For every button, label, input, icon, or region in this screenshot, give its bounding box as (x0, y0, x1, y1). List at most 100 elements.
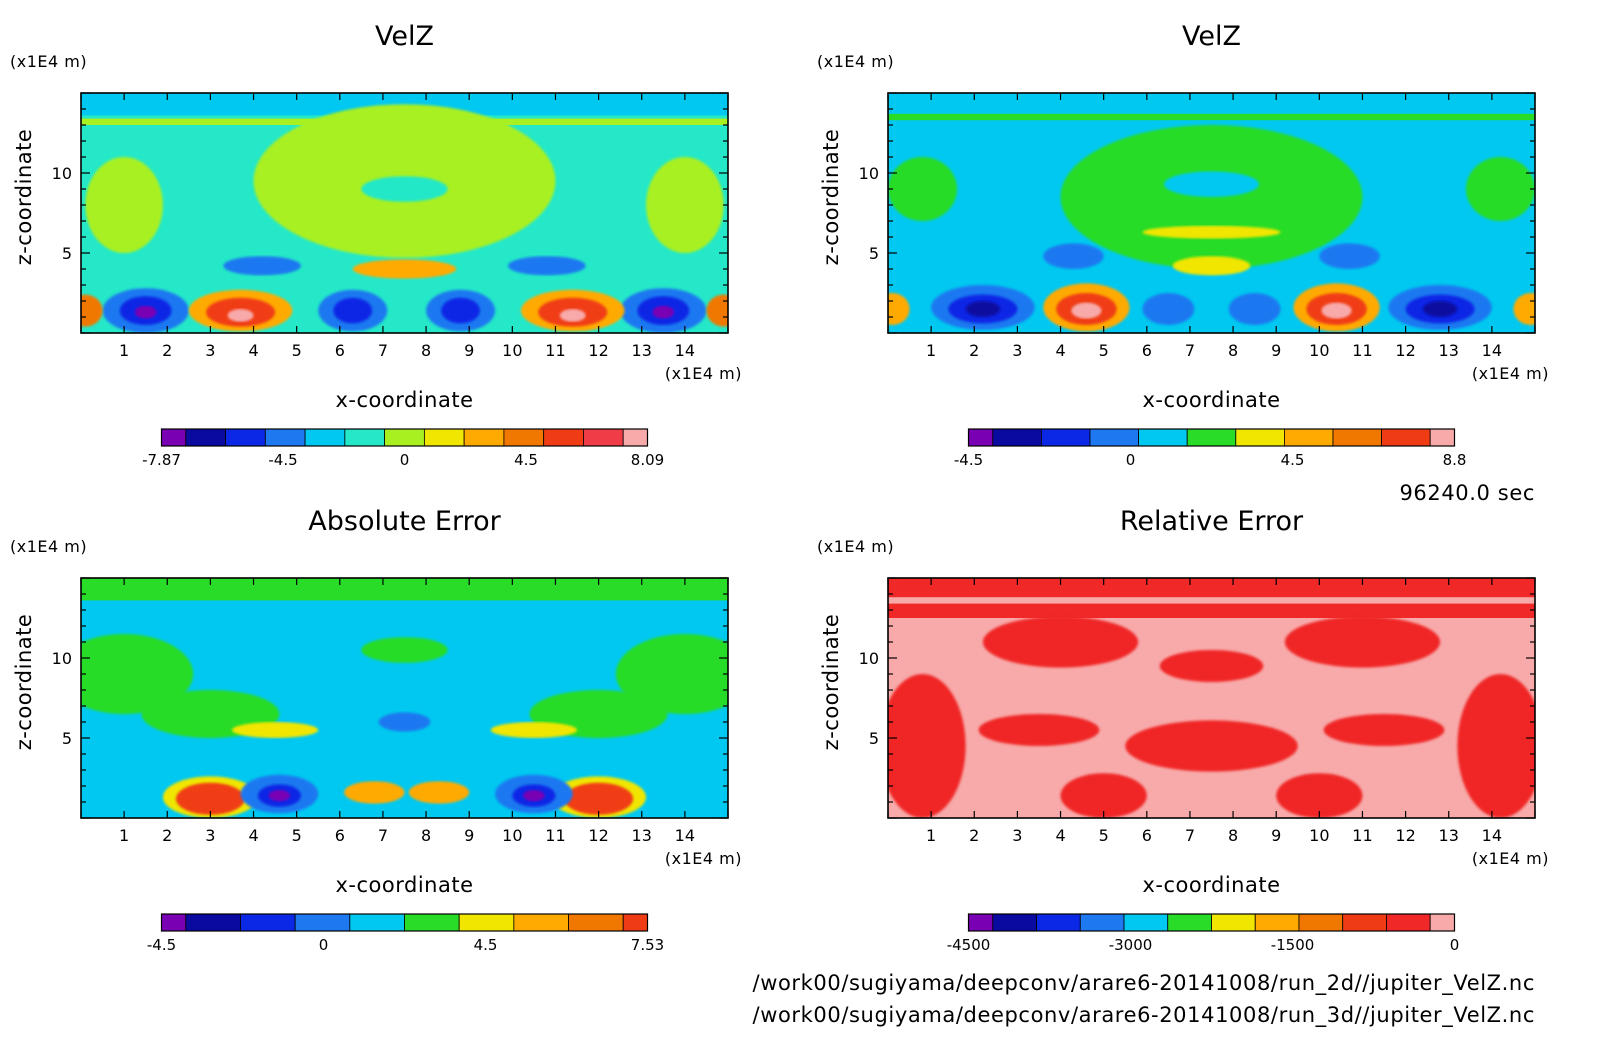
x-tick-label: 3 (205, 826, 215, 845)
x-tick-label: 6 (1142, 826, 1152, 845)
colorbar-swatch (1089, 428, 1139, 447)
x-tick-label: 9 (464, 341, 474, 360)
colorbar-label: -4.5 (954, 451, 983, 469)
x-tick-label: 11 (545, 826, 565, 845)
colorbar-swatch (423, 428, 465, 447)
y-tick-label: 10 (52, 649, 72, 668)
contour-region (1321, 302, 1352, 319)
colorbar-swatch (458, 913, 515, 932)
colorbar-swatch (1284, 428, 1334, 447)
colorbar-label: 0 (1450, 936, 1460, 954)
colorbar-label: -7.87 (142, 451, 181, 469)
x-tick-label: 8 (421, 826, 431, 845)
contour-field (81, 578, 728, 818)
x-tick-label: 13 (1439, 341, 1459, 360)
colorbar-swatch (513, 913, 569, 932)
y-unit-label: (x1E4 m) (10, 537, 87, 556)
contour-region (134, 305, 157, 319)
chart-panel-4: Relative Error(x1E4 m)1 2 3 4 5 6 7 8 9 10 11 12 13 1… (817, 506, 1549, 954)
colorbar-label: -4.5 (268, 451, 297, 469)
contour-region (344, 781, 405, 804)
colorbar-frame (967, 428, 1456, 447)
x-tick-label: 13 (632, 826, 652, 845)
colorbar-label: 0 (1126, 451, 1136, 469)
y-tick-label: 5 (869, 729, 879, 748)
contour-region (408, 781, 470, 804)
x-unit-label: (x1E4 m) (1472, 849, 1549, 868)
colorbar: -4.5 0 4.5 8.8 (954, 428, 1466, 469)
contour-band (888, 578, 1535, 598)
x-axis-label: x-coordinate (335, 873, 473, 897)
colorbar: -4500 -3000 -1500 0 (947, 913, 1460, 954)
colorbar-swatch (543, 428, 584, 447)
axis-ticks (80, 92, 729, 334)
contour-region (1422, 301, 1458, 317)
y-axis-label: z-coordinate (12, 614, 36, 751)
x-tick-label: 9 (1271, 826, 1281, 845)
x-tick-label: 6 (335, 826, 345, 845)
contour-region (1043, 243, 1104, 269)
x-tick-label: 7 (378, 341, 388, 360)
x-tick-label: 12 (1395, 341, 1415, 360)
x-tick-label: 1 (926, 341, 936, 360)
chart-title: Absolute Error (308, 506, 501, 537)
contour-region (1323, 714, 1445, 746)
contour-region (227, 309, 254, 322)
colorbar-label: -4500 (947, 936, 991, 954)
x-tick-label: 2 (969, 826, 979, 845)
x-tick-label: 1 (119, 826, 129, 845)
colorbar-swatch (344, 428, 386, 447)
colorbar-swatch (1429, 428, 1455, 447)
plot-frame (80, 92, 729, 334)
colorbar-label: 7.53 (631, 936, 664, 954)
contour-region (888, 674, 966, 818)
contour-region (646, 157, 724, 253)
contour-region (223, 256, 301, 276)
colorbar-swatch (622, 913, 648, 932)
x-tick-label: 11 (1352, 826, 1372, 845)
x-tick-label: 4 (248, 341, 258, 360)
contour-region (652, 305, 675, 319)
colorbar-swatch (1381, 428, 1431, 447)
contour-region (231, 722, 319, 738)
y-axis-label: z-coordinate (819, 129, 843, 266)
contour-region (888, 293, 910, 325)
contour-region (268, 790, 291, 802)
colorbar-label: -4.5 (147, 936, 176, 954)
colorbar-swatch (622, 428, 648, 447)
chart-title: Relative Error (1120, 506, 1304, 537)
contour-region (1319, 243, 1380, 269)
contour-band (81, 602, 728, 623)
colorbar-swatch (992, 428, 1042, 447)
x-tick-label: 11 (545, 341, 565, 360)
contour-region (378, 712, 431, 732)
x-tick-label: 10 (1309, 341, 1329, 360)
y-axis-label: z-coordinate (819, 614, 843, 751)
colorbar-frame (967, 913, 1456, 932)
x-tick-label: 10 (1309, 826, 1329, 845)
plot-frame (887, 92, 1536, 334)
colorbar-swatch (264, 428, 306, 447)
chart-panel-3: Absolute Error(x1E4 m)1 2 3 4 5 6 7 8 9 10 11 12 13 1… (10, 506, 742, 954)
contour-region (361, 637, 448, 663)
y-tick-label: 5 (62, 729, 72, 748)
contour-region (888, 157, 958, 221)
y-unit-label: (x1E4 m) (10, 52, 87, 71)
contour-region (559, 309, 586, 322)
contour-region (1176, 694, 1247, 718)
x-tick-label: 3 (1012, 826, 1022, 845)
colorbar-swatch (161, 913, 187, 932)
y-tick-label: 10 (859, 164, 879, 183)
colorbar-swatch (1342, 913, 1387, 932)
x-axis-label: x-coordinate (1142, 873, 1280, 897)
file-path-2d: /work00/sugiyama/deepconv/arare6-2014100… (753, 971, 1535, 996)
contour-region (333, 297, 373, 324)
x-tick-label: 14 (1482, 341, 1502, 360)
colorbar-swatch (185, 913, 241, 932)
colorbar-swatch (968, 428, 994, 447)
contour-region (361, 176, 448, 202)
x-tick-label: 13 (1439, 826, 1459, 845)
x-tick-label: 7 (378, 826, 388, 845)
colorbar-label: 4.5 (514, 451, 538, 469)
chart-title: VelZ (375, 21, 434, 52)
